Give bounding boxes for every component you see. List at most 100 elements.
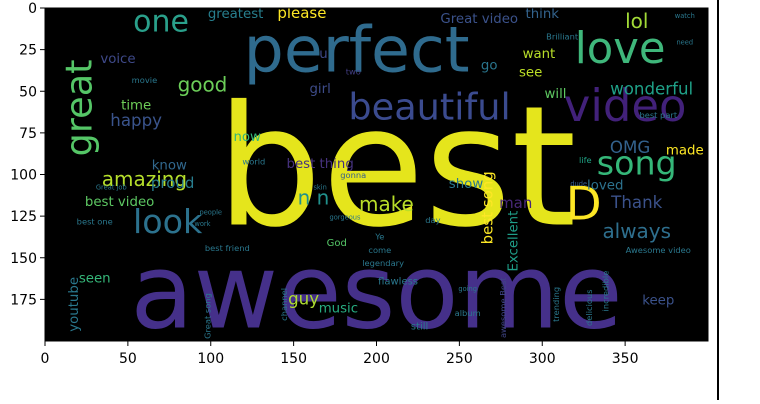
word-46: music	[319, 302, 358, 317]
word-37: show	[449, 177, 484, 192]
x-tick-label-6: 300	[529, 351, 556, 367]
word-76: going	[458, 285, 477, 293]
word-70: Awesome video	[626, 245, 691, 255]
word-34: best song	[479, 171, 497, 244]
word-2: perfect	[244, 12, 470, 86]
word-22: best one	[77, 216, 113, 226]
word-50: God	[327, 238, 347, 249]
x-tick-label-3: 150	[280, 351, 307, 367]
word-23: greatest	[208, 7, 264, 22]
word-71: trending	[551, 287, 561, 322]
word-73: movie	[132, 75, 158, 85]
word-7: great	[57, 59, 100, 156]
x-tick-label-4: 200	[363, 351, 390, 367]
word-68: channel	[279, 288, 289, 321]
word-55: delicious	[584, 289, 594, 326]
word-9: look	[133, 202, 203, 241]
y-tick-label-6: 150	[10, 251, 37, 267]
word-72: album	[455, 308, 481, 318]
word-53: awesome Best	[498, 277, 508, 338]
x-tick-label-0: 0	[41, 351, 50, 367]
word-42: will	[545, 87, 567, 102]
word-27: voice	[100, 52, 135, 67]
word-75: gorgeous	[330, 213, 362, 221]
word-14: make	[359, 192, 414, 216]
word-77: people	[199, 208, 222, 216]
word-33: n n	[298, 185, 330, 209]
word-65: best part	[639, 110, 677, 120]
word-79: skin	[313, 183, 326, 191]
x-tick-label-7: 350	[612, 351, 639, 367]
word-54: incredible	[601, 271, 611, 312]
word-49: keep	[642, 293, 674, 308]
word-24: please	[277, 4, 326, 22]
word-31: now	[233, 130, 261, 145]
y-axis: 0 25 50 75 100 125 150 175	[10, 1, 45, 308]
y-tick-label-2: 50	[19, 84, 37, 100]
word-45: guy	[288, 289, 319, 308]
word-52: still	[411, 321, 428, 332]
word-11: amazing	[102, 167, 187, 191]
y-tick-label-7: 175	[10, 292, 37, 308]
word-26: think	[525, 7, 559, 22]
word-59: life	[579, 155, 592, 165]
word-21: best video	[85, 195, 154, 210]
word-80: need	[676, 39, 693, 47]
word-20: wonderful	[610, 80, 693, 99]
x-axis: 0 50 100 150 200 250 300 350	[41, 341, 639, 367]
word-58: gonna	[340, 170, 366, 180]
word-0: best	[216, 70, 576, 264]
word-44: u	[319, 47, 327, 62]
word-29: know	[152, 159, 187, 174]
x-tick-label-2: 100	[197, 351, 224, 367]
x-tick-label-5: 250	[446, 351, 473, 367]
word-51: flawless	[378, 276, 418, 287]
word-43: girl	[309, 82, 330, 97]
word-56: two	[346, 67, 361, 77]
word-15: lol	[625, 9, 648, 33]
word-32: best thing	[287, 157, 354, 172]
word-67: best friend	[205, 243, 250, 253]
word-41: see	[519, 65, 542, 80]
x-tick-label-1: 50	[119, 351, 137, 367]
word-78: work	[194, 220, 210, 228]
word-1: awesome	[130, 233, 622, 353]
word-10: D	[566, 176, 602, 230]
word-40: want	[523, 47, 556, 62]
word-38: loved	[587, 178, 623, 193]
word-69: Great song	[203, 293, 213, 339]
word-16: Thank	[610, 193, 662, 212]
word-18: OMG	[610, 138, 650, 157]
word-36: man	[499, 194, 532, 212]
word-4: video	[564, 79, 687, 132]
word-60: dude	[570, 180, 587, 188]
y-tick-label-5: 125	[10, 209, 37, 225]
y-tick-label-0: 0	[28, 1, 37, 17]
word-12: happy	[110, 111, 162, 130]
y-tick-label-3: 75	[19, 126, 37, 142]
y-tick-label-1: 25	[19, 43, 37, 59]
word-47: seen	[79, 272, 111, 287]
word-62: Ye	[374, 231, 384, 241]
word-5: love	[575, 24, 666, 74]
y-tick-label-4: 100	[10, 168, 37, 184]
word-39: go	[481, 59, 498, 74]
word-28: time	[121, 99, 151, 114]
word-25: Great video	[440, 12, 518, 27]
word-8: song	[597, 144, 677, 183]
word-48: youtube	[67, 277, 82, 332]
word-6: one	[133, 4, 189, 39]
word-35: Excellent	[506, 211, 521, 272]
word-63: come	[368, 245, 391, 255]
word-66: Brilliant	[546, 32, 579, 42]
plot-background	[45, 8, 708, 341]
word-81: watch	[675, 12, 695, 20]
word-64: legendary	[362, 258, 404, 268]
word-74: Great job	[96, 183, 127, 191]
word-3: beautiful	[348, 86, 510, 129]
word-13: good	[178, 72, 228, 96]
word-17: always	[602, 219, 671, 243]
panel-divider	[717, 0, 719, 400]
